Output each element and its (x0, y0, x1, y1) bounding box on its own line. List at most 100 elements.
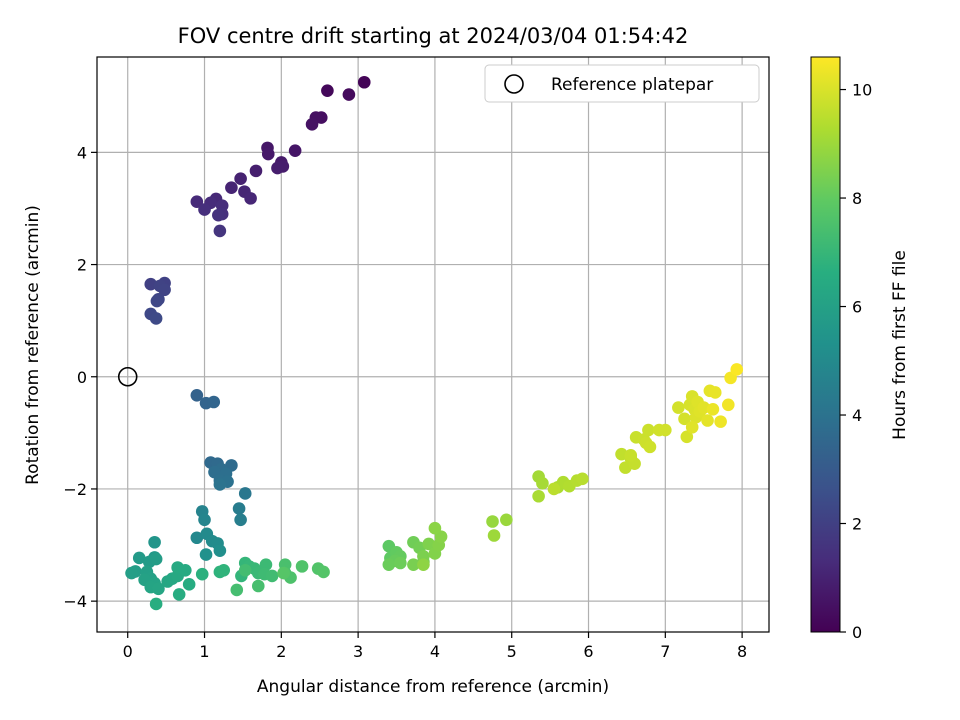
data-point (149, 597, 163, 611)
data-point (428, 521, 442, 535)
y-axis-ticks: −4 −2 0 2 4 (63, 143, 97, 611)
reference-platepar-marker (117, 366, 138, 387)
data-point (271, 161, 284, 175)
data-point (158, 283, 171, 297)
data-point (643, 440, 657, 454)
data-point (213, 544, 227, 557)
y-tick-label: 2 (77, 256, 87, 275)
data-point (179, 563, 192, 577)
data-point (701, 414, 714, 427)
data-point (486, 515, 499, 528)
data-point (149, 312, 163, 325)
colorbar-ticks: 0 2 4 6 8 10 (840, 81, 872, 642)
data-point (288, 144, 302, 157)
data-point (213, 478, 227, 491)
data-point (277, 566, 290, 580)
y-axis-label: Rotation from reference (arcmin) (23, 205, 43, 485)
data-point (317, 565, 330, 579)
x-tick-label: 0 (123, 642, 133, 661)
data-point (217, 563, 231, 577)
data-point (295, 560, 309, 573)
data-point (172, 588, 186, 601)
data-point (659, 423, 672, 437)
y-tick-label: 0 (77, 368, 87, 387)
data-point (198, 513, 211, 527)
data-point (125, 566, 138, 580)
plot-area-frame (96, 56, 770, 633)
data-point (706, 402, 720, 416)
data-point (152, 582, 165, 596)
data-point (532, 489, 545, 503)
data-point (182, 578, 196, 591)
data-point (213, 224, 227, 238)
legend-box (484, 64, 760, 103)
data-point (212, 208, 225, 222)
data-point (672, 401, 685, 414)
data-point (198, 203, 211, 216)
x-tick-label: 1 (199, 642, 209, 661)
x-tick-label: 3 (353, 642, 363, 661)
data-point (714, 415, 727, 428)
data-point (680, 430, 694, 444)
y-tick-label: −4 (63, 592, 87, 611)
data-point (149, 552, 163, 566)
legend-entry-reference-platepar: Reference platepar (551, 75, 713, 95)
data-point (259, 558, 273, 571)
data-point (422, 537, 436, 551)
data-point (190, 531, 204, 545)
data-point (321, 84, 334, 97)
data-point (234, 513, 247, 527)
data-point (500, 513, 513, 527)
data-point (576, 472, 589, 486)
y-tick-label: −2 (63, 480, 87, 499)
data-point (394, 556, 407, 570)
x-tick-label: 4 (430, 642, 440, 661)
data-point (417, 558, 430, 571)
data-point (195, 567, 209, 581)
colorbar-tick-label: 10 (852, 81, 872, 100)
colorbar-gradient (810, 56, 841, 633)
colorbar-label: Hours from first FF file (890, 250, 910, 440)
data-point (624, 448, 638, 462)
x-tick-label: 8 (737, 642, 747, 661)
data-point (225, 181, 238, 195)
data-point (708, 386, 722, 399)
colorbar-tick-label: 2 (852, 515, 862, 534)
data-point (678, 412, 691, 426)
y-tick-label: 4 (77, 143, 87, 162)
data-point (357, 75, 371, 89)
x-axis-ticks: 0 1 2 3 4 5 6 7 8 (123, 632, 747, 661)
grid-lines (97, 57, 769, 632)
data-point (232, 502, 246, 515)
data-point (150, 294, 164, 308)
colorbar: 0 2 4 6 8 10 Hours from first FF file (810, 56, 910, 642)
x-tick-label: 7 (660, 642, 670, 661)
data-point (190, 195, 204, 209)
colorbar-tick-label: 0 (852, 623, 862, 642)
data-point (148, 535, 161, 549)
data-point (230, 583, 244, 597)
data-points (125, 75, 744, 611)
data-point (487, 529, 501, 542)
data-point (382, 558, 396, 571)
colorbar-tick-label: 6 (852, 298, 862, 317)
data-point (407, 558, 420, 571)
data-point (207, 395, 221, 409)
data-point (261, 147, 275, 161)
data-point (251, 579, 265, 593)
x-tick-label: 2 (276, 642, 286, 661)
colorbar-tick-label: 8 (852, 189, 862, 208)
x-tick-label: 6 (583, 642, 593, 661)
data-point (642, 423, 655, 437)
data-point (342, 88, 356, 101)
data-point (238, 563, 252, 577)
data-point (234, 172, 247, 186)
legend: Reference platepar (484, 64, 760, 103)
data-point (685, 420, 699, 434)
data-point (730, 363, 744, 376)
chart-title: FOV centre drift starting at 2024/03/04 … (178, 24, 689, 48)
data-point (265, 569, 279, 583)
x-tick-label: 5 (507, 642, 517, 661)
data-point (238, 487, 252, 500)
